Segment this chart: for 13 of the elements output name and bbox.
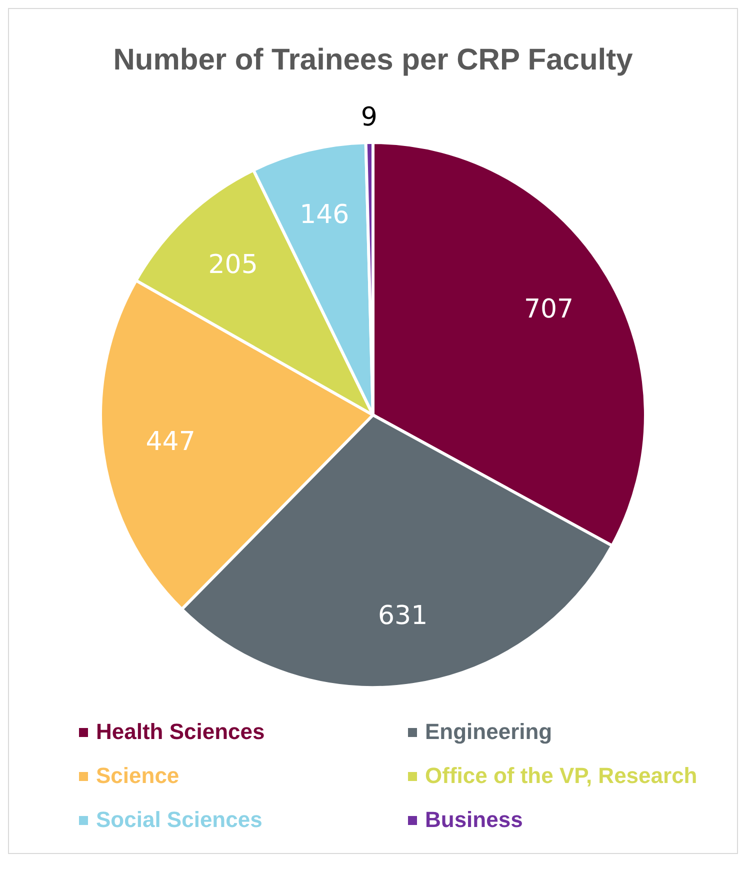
legend-label: Office of the VP, Research [425,763,698,789]
data-label: 631 [378,600,428,631]
data-label: 447 [146,426,196,457]
data-label: 146 [300,200,350,230]
legend-label: Health Sciences [96,719,265,745]
legend-label: Social Sciences [96,807,262,833]
legend-label: Engineering [425,719,552,745]
legend-label: Science [96,763,180,789]
data-label: 707 [524,294,574,324]
data-label: 205 [208,250,258,280]
chart-title: Number of Trainees per CRP Faculty [113,43,634,76]
legend-label: Business [425,807,523,833]
data-label: 9 [360,102,378,132]
